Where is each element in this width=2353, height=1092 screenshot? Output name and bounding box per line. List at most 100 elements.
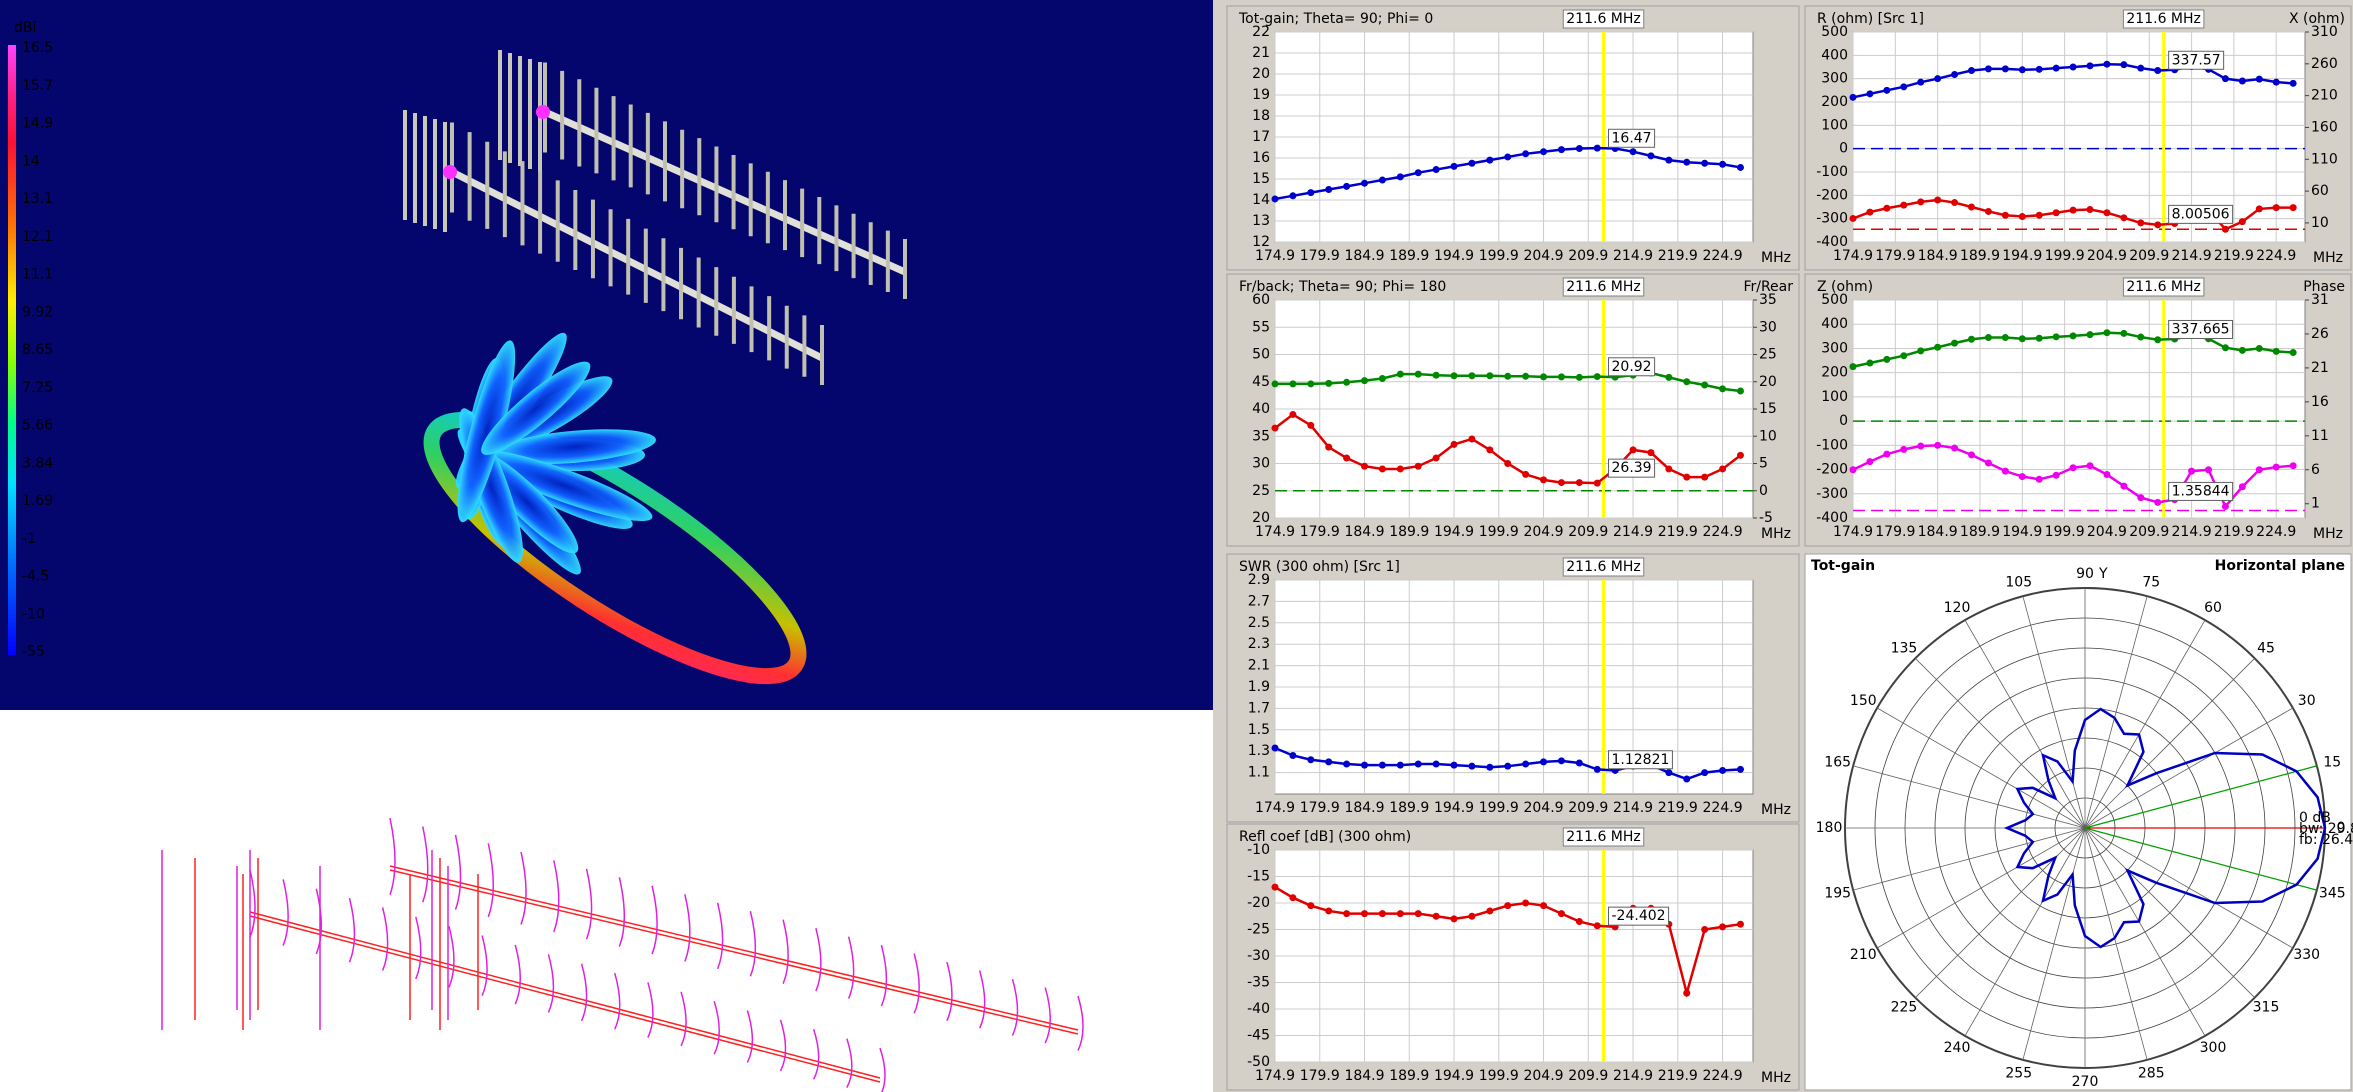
data-point xyxy=(1557,757,1565,765)
wire-element xyxy=(846,1038,853,1088)
data-point xyxy=(1593,144,1601,152)
data-point xyxy=(2120,61,2128,69)
grid-spoke xyxy=(2084,827,2255,998)
data-point xyxy=(1396,910,1404,918)
data-point xyxy=(1719,385,1727,393)
theta-label: 270 xyxy=(2072,1074,2099,1090)
data-point xyxy=(2001,467,2009,475)
x-tick-label: 224.9 xyxy=(1703,524,1743,540)
data-point xyxy=(1522,372,1530,380)
data-point xyxy=(2069,206,2077,214)
y-tick-label: 1.3 xyxy=(1248,743,1270,759)
data-point xyxy=(2272,78,2280,86)
y2-tick-label: 30 xyxy=(1759,319,1777,335)
data-point xyxy=(2086,462,2094,470)
data-point xyxy=(2255,466,2263,474)
cursor-readout: 1.35844 xyxy=(2172,483,2230,499)
chart-title: Tot-gain xyxy=(1811,558,1875,574)
y2-tick-label: 35 xyxy=(1759,292,1777,308)
wire-element xyxy=(481,935,488,997)
data-point xyxy=(2103,209,2111,217)
data-point xyxy=(2001,334,2009,342)
feed-point xyxy=(536,105,550,119)
data-point xyxy=(1378,761,1386,769)
x-tick-label: 214.9 xyxy=(1613,800,1653,816)
data-point xyxy=(2289,79,2297,87)
series-title: Tot-gain; Theta= 90; Phi= 0 xyxy=(1238,11,1433,27)
data-point xyxy=(1883,204,1891,212)
y-tick-label: -300 xyxy=(1816,486,1848,502)
colorbar-label: 9.92 xyxy=(22,304,53,320)
y-tick-label: -400 xyxy=(1816,510,1848,526)
y-tick-label: 300 xyxy=(1821,71,1848,87)
wire-element xyxy=(946,961,953,1022)
data-point xyxy=(2103,60,2111,68)
wire-element xyxy=(913,953,920,1014)
cursor-readout: 1.12821 xyxy=(1612,752,1670,768)
x-tick-label: 199.9 xyxy=(2045,524,2085,540)
x-tick-label: 199.9 xyxy=(2045,248,2085,264)
data-point xyxy=(1540,373,1548,381)
wire-element xyxy=(348,897,356,963)
y-tick-label: 2.7 xyxy=(1248,593,1270,609)
grid-spoke xyxy=(1964,619,2086,829)
x-tick-label: 224.9 xyxy=(1703,248,1743,264)
x-tick-label: 189.9 xyxy=(1389,524,1429,540)
data-point xyxy=(2188,467,2196,475)
y-tick-label: 13 xyxy=(1252,213,1270,229)
wire-element xyxy=(815,928,822,992)
data-point xyxy=(1325,907,1333,915)
data-point xyxy=(1701,926,1709,933)
data-point xyxy=(2205,466,2213,474)
data-point xyxy=(1343,378,1351,386)
data-point xyxy=(2221,502,2229,510)
grid-spoke xyxy=(1964,827,2086,1037)
wire-element xyxy=(389,817,396,896)
data-point xyxy=(1968,335,1976,343)
y-tick-label: 22 xyxy=(1252,24,1270,40)
y-tick-label: 500 xyxy=(1821,24,1848,40)
data-point xyxy=(1593,479,1601,487)
y-tick-label: -100 xyxy=(1816,164,1848,180)
beamwidth-line xyxy=(2084,827,2317,891)
wire-element xyxy=(547,954,555,1013)
y-tick-label: 0 xyxy=(1839,141,1848,157)
data-point xyxy=(2086,62,2094,70)
cursor-readout: 337.57 xyxy=(2172,52,2221,68)
y-tick-label: 200 xyxy=(1821,94,1848,110)
y-tick-label: 2.1 xyxy=(1248,658,1270,674)
y-tick-label: 100 xyxy=(1821,117,1848,133)
data-point xyxy=(1900,201,1908,209)
grid-spoke xyxy=(2084,827,2206,1037)
y-tick-label: 300 xyxy=(1821,340,1848,356)
data-point xyxy=(2272,204,2280,212)
antenna-boom xyxy=(450,168,824,362)
data-point xyxy=(1917,198,1925,206)
x-tick-label: 209.9 xyxy=(1568,800,1608,816)
colorbar-title: dBi xyxy=(14,20,36,36)
data-point xyxy=(1361,910,1369,918)
data-point xyxy=(1575,373,1583,381)
data-point xyxy=(1736,765,1744,773)
plot-area xyxy=(1852,299,2306,519)
data-point xyxy=(1665,465,1673,473)
x-tick-label: 179.9 xyxy=(1875,524,1915,540)
y-tick-label: 45 xyxy=(1252,374,1270,390)
data-point xyxy=(1575,918,1583,926)
data-point xyxy=(1701,159,1709,167)
data-point xyxy=(1736,387,1744,395)
y-tick-label: 19 xyxy=(1252,87,1270,103)
data-point xyxy=(1361,462,1369,470)
data-point xyxy=(1984,207,1992,215)
wire-element xyxy=(553,860,560,933)
grid-spoke xyxy=(1853,765,2086,829)
series-title: R (ohm) [Src 1] xyxy=(1817,11,1924,27)
colorbar-label: -4.5 xyxy=(22,569,49,585)
data-point xyxy=(1378,465,1386,473)
theta-label: 300 xyxy=(2200,1040,2227,1056)
data-point xyxy=(1917,347,1925,355)
x-tick-label: 219.9 xyxy=(1658,524,1698,540)
data-point xyxy=(2272,463,2280,471)
data-point xyxy=(2001,211,2009,219)
data-point xyxy=(1683,775,1691,783)
